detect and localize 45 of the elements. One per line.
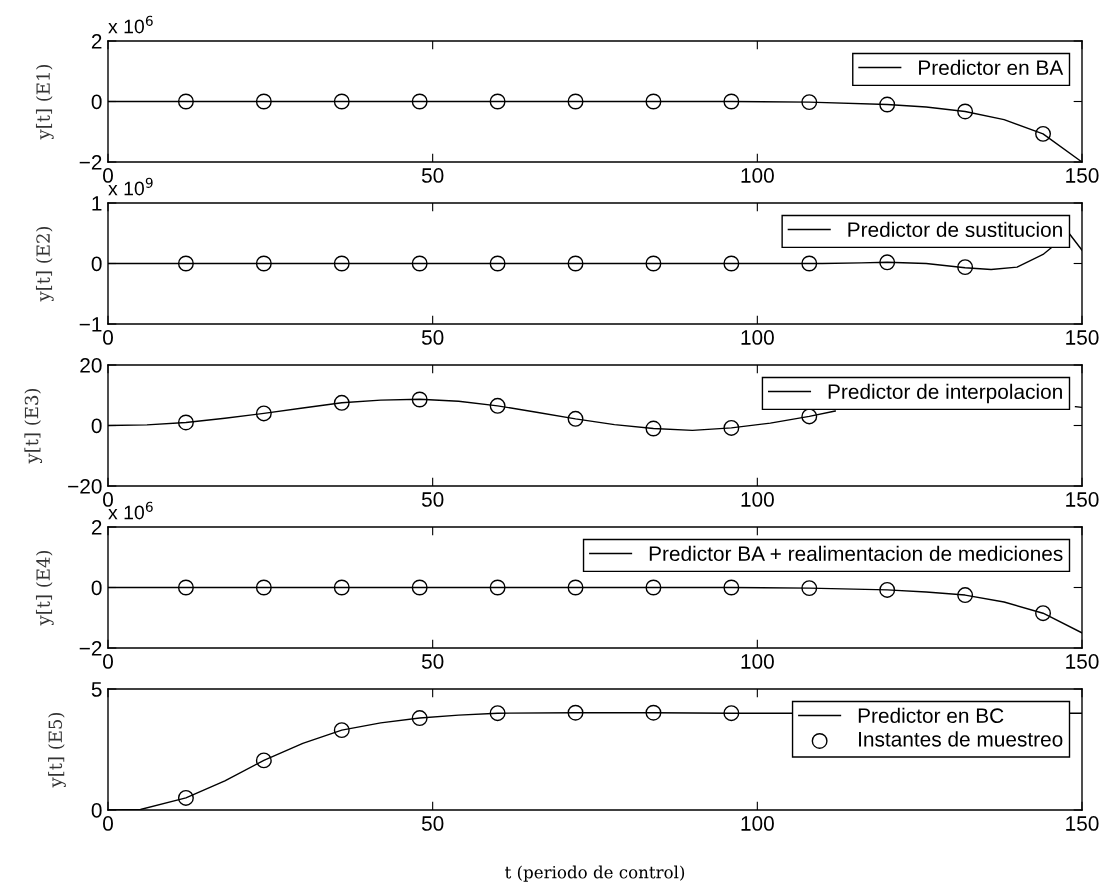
y-axis-title: y[t] (E3)	[24, 388, 43, 464]
y-tick-label: 0	[91, 418, 102, 434]
y-tick-label: 20	[80, 358, 102, 373]
x-tick-label: 150	[1066, 168, 1099, 183]
x-tick-label: 100	[741, 654, 774, 669]
y-axis-title: y[t] (E4)	[35, 550, 54, 626]
y-tick-label: −20	[68, 479, 102, 494]
x-tick-label: 150	[1066, 330, 1099, 345]
legend-label: Predictor en BA	[919, 59, 1064, 76]
legend-label: Predictor de sustitucion	[848, 221, 1062, 238]
x-tick-label: 100	[741, 330, 774, 345]
y-axis-title: y[t] (E5)	[48, 712, 66, 788]
text: x 10$^{6}$	[108, 15, 153, 34]
x-tick-label: 100	[741, 816, 774, 831]
legend-label: Predictor BA + realimentacion de mediciones	[649, 545, 1063, 562]
y-tick-label: −2	[79, 641, 102, 656]
legend-label: Predictor de interpolacion	[828, 383, 1062, 404]
x-tick-label: 50	[421, 168, 444, 183]
y-tick-label: −2	[79, 155, 102, 170]
y-tick-label: 0	[91, 94, 102, 110]
y-tick-label: 0	[91, 256, 102, 272]
x-tick-label: 0	[103, 330, 113, 345]
x-tick-label: 0	[103, 816, 113, 831]
y-tick-label: 1	[92, 196, 102, 211]
x-tick-label: 100	[741, 492, 774, 507]
x-tick-label: 0	[103, 654, 113, 669]
x-tick-label: 150	[1066, 816, 1099, 831]
y-tick-label: 0	[91, 803, 102, 818]
x-tick-label: 150	[1066, 492, 1099, 507]
legend-label: Predictor en BC	[858, 707, 1004, 724]
x-tick-label: 100	[741, 168, 774, 183]
y-tick-label: 2	[91, 34, 102, 49]
y-tick-label: 2	[91, 520, 102, 535]
y-tick-label: 5	[91, 682, 102, 697]
x-tick-label: 50	[421, 330, 444, 345]
x-tick-label: 150	[1066, 654, 1099, 669]
y-axis-title: y[t] (E1)	[35, 64, 54, 140]
x-tick-label: 50	[421, 654, 444, 669]
x-axis-title: t (periodo de control)	[505, 865, 685, 882]
y-tick-label: 0	[91, 580, 102, 596]
x-tick-label: 50	[421, 816, 444, 831]
legend-label: Instantes de muestreo	[859, 731, 1063, 747]
x-tick-label: 50	[421, 492, 444, 507]
y-axis-title: y[t] (E2)	[35, 226, 54, 302]
y-tick-label: −1	[79, 317, 102, 332]
